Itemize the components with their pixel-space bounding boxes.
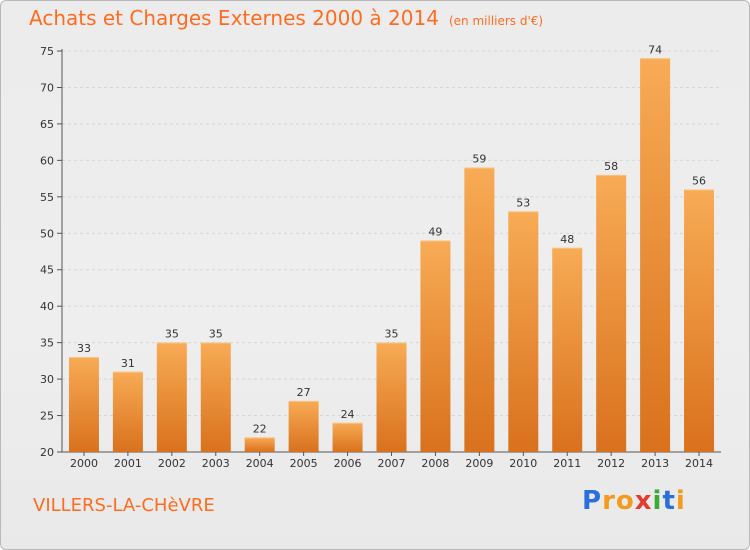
x-tick-label: 2001 (114, 457, 142, 470)
logo-letter: t (662, 486, 676, 516)
y-tick-label: 70 (40, 81, 54, 94)
bar (552, 247, 583, 452)
proxiti-logo[interactable]: Proxiti (582, 486, 686, 516)
bar-top-edge (552, 247, 583, 249)
x-tick-label: 2011 (553, 457, 581, 470)
x-tick-label: 2010 (509, 457, 537, 470)
x-tick-label: 2000 (70, 457, 98, 470)
bar-top-edge (112, 371, 143, 373)
bar (332, 422, 363, 452)
bar-top-edge (640, 58, 671, 60)
x-tick-label: 2012 (597, 457, 625, 470)
bar-top-edge (420, 240, 451, 242)
bar (376, 342, 407, 452)
value-label: 58 (604, 160, 618, 173)
x-tick-label: 2003 (202, 457, 230, 470)
bar-top-edge (288, 400, 319, 402)
value-label: 35 (165, 328, 179, 341)
value-label: 22 (253, 422, 267, 435)
y-tick-label: 60 (40, 154, 54, 167)
bar (464, 167, 495, 452)
value-label: 56 (692, 175, 706, 188)
logo-letter: i (675, 486, 686, 516)
bar-top-edge (684, 189, 715, 191)
axes: 20 25 30 35 40 45 50 55 60 65 70 75 (40, 45, 721, 459)
x-tick-label: 2006 (334, 457, 362, 470)
bar-top-edge (200, 342, 231, 344)
bar (684, 189, 715, 452)
bar (244, 437, 275, 452)
bar-top-edge (596, 174, 627, 176)
value-label: 53 (516, 196, 530, 209)
y-tick-label: 40 (40, 300, 54, 313)
y-tick-label: 35 (40, 337, 54, 350)
title-main: Achats et Charges Externes 2000 à 2014 (29, 6, 439, 30)
y-tick-label: 45 (40, 264, 54, 277)
logo-letter: r (602, 486, 616, 516)
x-tick-label: 2008 (421, 457, 449, 470)
bar-top-edge (508, 211, 539, 213)
bar (288, 400, 319, 452)
value-label: 35 (209, 328, 223, 341)
logo-letter: x (634, 486, 653, 516)
y-tick-label: 75 (40, 45, 54, 58)
value-label: 48 (560, 233, 574, 246)
logo-letter: P (582, 486, 603, 516)
y-tick-label: 20 (40, 446, 54, 459)
x-tick-label: 2009 (465, 457, 493, 470)
value-label: 59 (472, 153, 486, 166)
value-label: 27 (297, 386, 311, 399)
x-tick-label: 2002 (158, 457, 186, 470)
value-label: 24 (341, 408, 355, 421)
value-label: 74 (648, 43, 662, 56)
labels: 33 2000 31 2001 35 2002 35 2003 22 2004 27 2005 24 20… (70, 43, 713, 470)
commune-name: VILLERS-LA-CHèVRE (33, 495, 215, 516)
title-unit: (en milliers d'€) (448, 14, 544, 28)
x-tick-label: 2013 (641, 457, 669, 470)
logo-letter: o (615, 486, 635, 516)
bar-top-edge (68, 357, 99, 359)
x-tick-label: 2014 (685, 457, 713, 470)
x-tick-label: 2007 (378, 457, 406, 470)
bar (508, 211, 539, 452)
value-label: 35 (385, 328, 399, 341)
y-tick-label: 30 (40, 373, 54, 386)
bar (68, 357, 99, 452)
bars (68, 58, 715, 453)
y-tick-label: 55 (40, 191, 54, 204)
y-tick-label: 25 (40, 410, 54, 423)
value-label: 31 (121, 357, 135, 370)
y-tick-label: 65 (40, 118, 54, 131)
bar-top-edge (376, 342, 407, 344)
value-label: 49 (428, 226, 442, 239)
logo-letter: i (652, 486, 663, 516)
y-tick-label: 50 (40, 227, 54, 240)
x-tick-label: 2005 (290, 457, 318, 470)
bar (112, 371, 143, 452)
bar-top-edge (332, 422, 363, 424)
value-label: 33 (77, 342, 91, 355)
bar (200, 342, 231, 452)
bar-top-edge (464, 167, 495, 169)
bar (596, 174, 627, 453)
bar (420, 240, 451, 452)
bar-top-edge (156, 342, 187, 344)
chart-title: Achats et Charges Externes 2000 à 2014 (e… (29, 6, 543, 30)
bar-top-edge (244, 437, 275, 439)
bar (156, 342, 187, 452)
bar (640, 58, 671, 453)
x-tick-label: 2004 (246, 457, 274, 470)
